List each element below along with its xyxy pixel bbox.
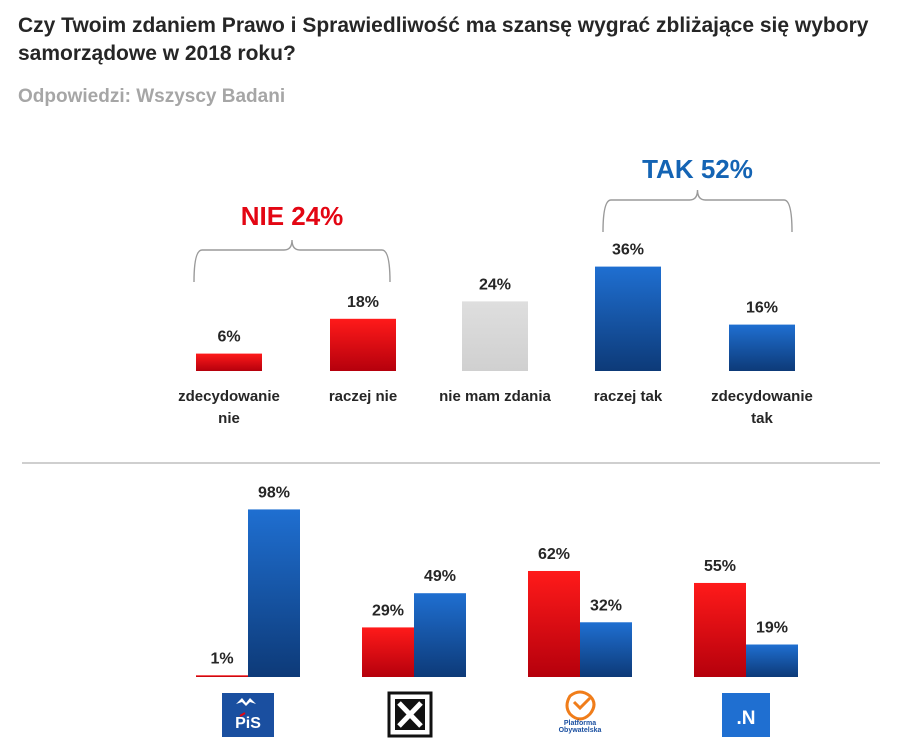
data-label: 1%	[210, 650, 233, 667]
bar-nie-2	[362, 627, 414, 677]
bar-nie-3	[528, 570, 580, 677]
bar-tak-1	[248, 509, 300, 677]
pis-logo	[222, 693, 274, 737]
category-label: zdecydowanie	[711, 388, 813, 405]
data-label: 16%	[746, 300, 778, 317]
group-brace	[602, 189, 793, 233]
platforma-logo-text: Platforma	[564, 720, 596, 727]
bar-4	[595, 266, 661, 371]
category-label: nie	[218, 410, 240, 427]
bar-tak-4	[746, 644, 798, 677]
category-label: raczej tak	[594, 388, 663, 405]
bar-nie-4	[694, 582, 746, 677]
nowoczesna-logo-text: .N	[737, 708, 756, 729]
data-label: 18%	[347, 294, 379, 311]
bar-nie-1	[196, 675, 248, 677]
swoosh-icon	[572, 696, 592, 711]
data-label: 19%	[756, 620, 788, 637]
data-label: 49%	[424, 568, 456, 585]
group-label: TAK 52%	[642, 154, 753, 184]
data-label: 36%	[612, 242, 644, 259]
data-label: 55%	[704, 558, 736, 575]
group-brace	[193, 239, 391, 283]
bar-3	[462, 301, 528, 371]
data-label: 29%	[372, 602, 404, 619]
data-label: 6%	[217, 329, 240, 346]
cross-icon	[397, 701, 423, 728]
group-label: NIE 24%	[241, 201, 344, 231]
eagle-icon	[236, 698, 256, 706]
nowoczesna-logo	[722, 693, 770, 737]
pis-accent	[239, 712, 246, 717]
bar-tak-3	[580, 622, 632, 677]
chart-title: Czy Twoim zdaniem Prawo i Sprawiedliwość…	[18, 14, 869, 65]
category-label: tak	[751, 410, 773, 427]
category-label: raczej nie	[329, 388, 397, 405]
category-label: zdecydowanie	[178, 388, 280, 405]
bar-5	[729, 324, 795, 371]
category-label: nie mam zdania	[439, 388, 551, 405]
platforma-logo	[565, 690, 596, 721]
platforma-logo-text: Obywatelska	[559, 727, 602, 734]
bar-1	[196, 353, 262, 371]
bar-tak-2	[414, 593, 466, 677]
data-label: 62%	[538, 546, 570, 563]
chart-subtitle: Odpowiedzi: Wszyscy Badani	[18, 86, 286, 107]
data-label: 98%	[258, 484, 290, 501]
data-label: 24%	[479, 276, 511, 293]
data-label: 32%	[590, 597, 622, 614]
bar-2	[330, 318, 396, 371]
pis-logo-text: PiS	[235, 715, 261, 732]
